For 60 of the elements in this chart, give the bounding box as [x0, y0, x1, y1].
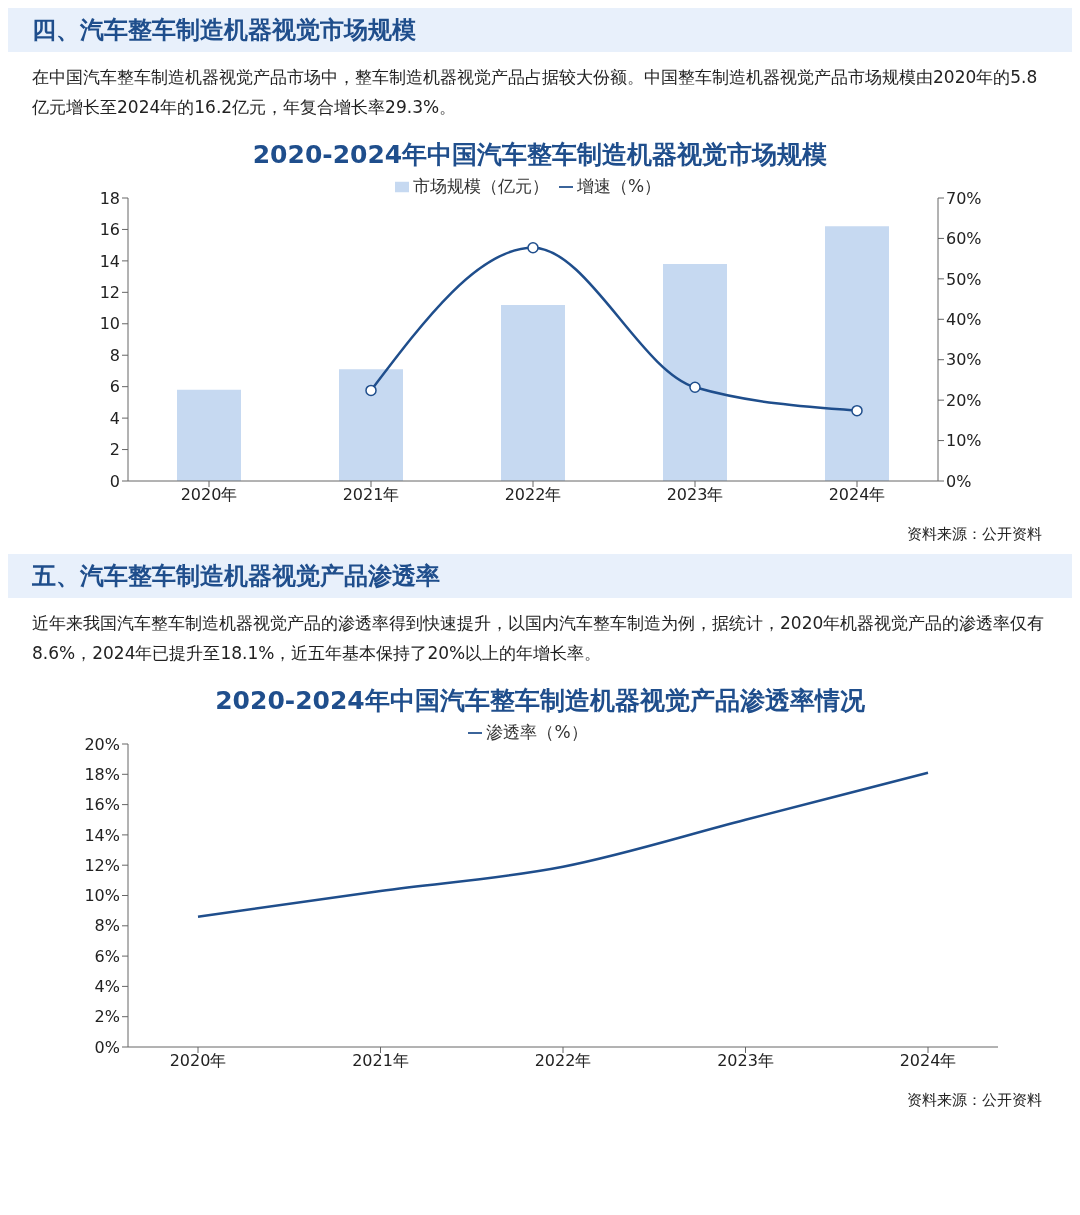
x-tick-label: 2021年	[342, 485, 400, 505]
legend-label: 市场规模（亿元）	[412, 176, 549, 196]
y2-tick-label: 20%	[946, 390, 982, 410]
y-tick-label: 18%	[84, 764, 120, 784]
y-tick-label: 4%	[94, 977, 120, 997]
y-tick-label: 2	[109, 440, 120, 460]
y-tick-label: 10	[99, 314, 120, 334]
y-tick-label: 16%	[84, 795, 120, 815]
point	[689, 381, 701, 393]
y2-tick-label: 30%	[946, 350, 982, 370]
y-tick-label: 2%	[94, 1007, 120, 1027]
x-tick-label: 2023年	[717, 1051, 774, 1071]
y-tick-label: 0	[109, 471, 120, 491]
bar	[501, 304, 565, 481]
y2-tick-label: 10%	[946, 431, 982, 451]
y2-tick-label: 70%	[946, 188, 982, 208]
y-tick-label: 14	[99, 251, 120, 271]
bar	[825, 226, 889, 481]
x-tick-label: 2021年	[352, 1051, 409, 1071]
bar	[339, 369, 403, 481]
y-tick-label: 12	[99, 283, 120, 303]
legend-label: 渗透率（%）	[486, 722, 588, 742]
x-tick-label: 2020年	[180, 485, 238, 505]
point	[527, 241, 539, 254]
y2-tick-label: 50%	[946, 269, 982, 289]
text: 资料来源：公开资料	[906, 524, 1043, 545]
x-tick-label: 2023年	[666, 485, 724, 505]
text: 近年来我国汽车整车制造机器视觉产品的渗透率得到快速提升，以国内汽车整车制造为例，据统计，2020年机器视觉产品的渗透率仅有8.6%，2024年已提升至18.1%，近五年基本保持了20%以上的年增长率。	[31, 612, 1046, 665]
y-tick-label: 4	[109, 408, 120, 428]
line-series	[196, 771, 930, 918]
text: 五、汽车整车制造机器视觉产品渗透率	[8, 554, 1072, 598]
y2-tick-label: 60%	[946, 229, 982, 249]
y2-tick-label: 0%	[946, 471, 972, 491]
x-tick-label: 2024年	[828, 485, 886, 505]
y-tick-label: 18	[99, 188, 120, 208]
x-tick-label: 2020年	[169, 1051, 227, 1071]
y-tick-label: 20%	[84, 734, 120, 754]
y-tick-label: 6%	[94, 946, 120, 966]
y-tick-label: 16	[99, 220, 120, 240]
y-tick-label: 10%	[84, 886, 120, 906]
point	[851, 404, 863, 417]
bar	[177, 389, 241, 481]
x-tick-label: 2022年	[504, 485, 562, 505]
chart-title: 2020-2024年中国汽车整车制造机器视觉产品渗透率情况	[214, 685, 866, 717]
y-tick-label: 6	[109, 377, 120, 397]
y-tick-label: 8%	[94, 916, 120, 936]
y-tick-label: 8	[109, 345, 120, 365]
bar	[663, 264, 727, 481]
point	[365, 384, 377, 397]
legend-label: 增速（%）	[576, 176, 662, 196]
text: 资料来源：公开资料	[906, 1090, 1043, 1111]
x-tick-label: 2024年	[899, 1051, 957, 1071]
y2-tick-label: 40%	[946, 309, 982, 329]
x-tick-label: 2022年	[534, 1051, 592, 1071]
text: 四、汽车整车制造机器视觉市场规模	[8, 8, 1072, 52]
text: 在中国汽车整车制造机器视觉产品市场中，整车制造机器视觉产品占据较大份额。中国整车制造机器视觉产品市场规模由2020年的5.8亿元增长至2024年的16.2亿元，年复合增长率29.3%。	[31, 66, 1039, 119]
y-tick-label: 0%	[94, 1037, 120, 1057]
chart-title: 2020-2024年中国汽车整车制造机器视觉市场规模	[251, 139, 829, 171]
y-tick-label: 12%	[84, 855, 120, 875]
y-tick-label: 14%	[84, 825, 120, 845]
